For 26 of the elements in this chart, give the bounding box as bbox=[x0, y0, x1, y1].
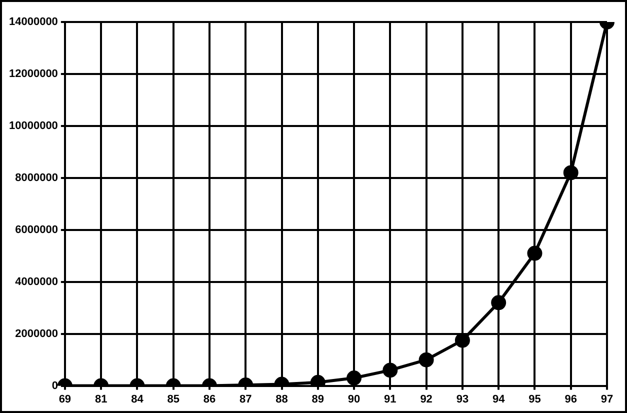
x-tick-label: 94 bbox=[492, 393, 506, 406]
x-tick-label: 88 bbox=[276, 393, 288, 406]
y-tick-label: 8000000 bbox=[15, 172, 58, 184]
point bbox=[527, 246, 542, 261]
x-tick-label: 96 bbox=[564, 393, 577, 406]
point bbox=[563, 165, 578, 180]
x-tick-label: 84 bbox=[131, 393, 144, 406]
y-tick-label: 10000000 bbox=[8, 120, 58, 132]
y-tick-label: 14000000 bbox=[8, 16, 58, 28]
x-tick-label: 91 bbox=[384, 393, 396, 406]
y-tick-label: 0 bbox=[52, 380, 58, 392]
x-tick-label: 69 bbox=[58, 393, 72, 406]
x-tick-label: 86 bbox=[203, 393, 216, 406]
x-tick-label: 81 bbox=[94, 393, 108, 406]
y-tick-label: 4000000 bbox=[15, 276, 58, 288]
x-tick-label: 95 bbox=[528, 393, 541, 406]
y-tick-label: 12000000 bbox=[8, 68, 58, 80]
x-tick-label: 93 bbox=[456, 393, 469, 406]
x-tick-label: 87 bbox=[240, 393, 252, 406]
y-tick-label: 2000000 bbox=[15, 328, 58, 340]
x-tick-label: 97 bbox=[600, 393, 614, 406]
x-tick-label: 90 bbox=[348, 393, 360, 406]
x-tick-label: 92 bbox=[420, 393, 432, 406]
x-tick-label: 89 bbox=[312, 393, 324, 406]
x-tick-label: 85 bbox=[167, 393, 180, 406]
y-tick-label: 6000000 bbox=[15, 224, 58, 236]
